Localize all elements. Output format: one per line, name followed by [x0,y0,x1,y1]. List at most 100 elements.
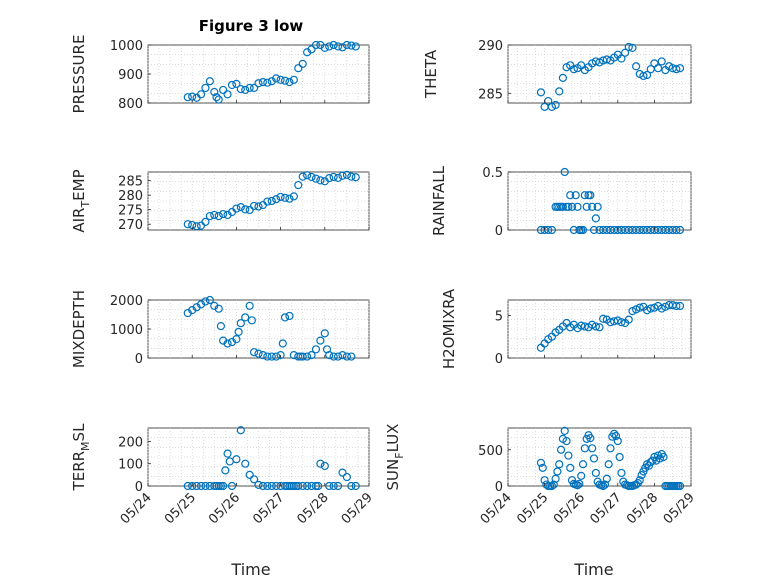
y-tick-label: 275 [118,204,143,219]
data-point [593,202,602,211]
y-axis-label: MIXDEPTH [70,290,88,368]
data-point [241,85,250,95]
data-point [351,481,360,491]
data-point [610,429,619,438]
y-tick-labels: 285 290 [478,39,511,102]
data-point [329,352,338,361]
data-point [672,225,681,235]
y-axis-label: THETA [422,49,440,99]
data-point [675,225,685,235]
data-point [280,76,290,85]
data-point [245,301,254,310]
data-point [338,171,347,180]
data-point [216,481,226,491]
data-point [657,57,666,66]
data-point [272,74,281,83]
data-point [298,59,307,68]
y-tick-label: 200 [118,435,143,450]
data-point [569,65,578,74]
data-point [320,43,329,53]
data-point [555,87,564,96]
data-point [342,352,351,361]
data-point [329,40,338,50]
figure-title: Figure 3 low [199,17,304,35]
data-point [553,467,562,476]
data-markers [183,295,356,361]
data-point [219,209,228,219]
data-point [588,202,597,211]
data-point [536,88,546,97]
data-point [316,336,325,345]
x-tick-label: 05/26 [206,490,243,527]
data-point [285,311,294,321]
data-point [631,62,641,71]
data-markers [183,40,360,104]
data-point [188,481,197,491]
data-point [205,295,214,305]
data-point [329,172,338,182]
data-point [276,351,285,360]
data-point [672,301,681,311]
data-point [205,211,214,221]
subplot-pressure: Figure 3 low 800 900 1000 PRESSURE [70,17,370,113]
y-axis-label: AIRTEMP [70,169,92,232]
data-point [591,322,600,331]
data-point [201,481,210,491]
data-point [267,352,276,361]
data-point [577,471,586,480]
y-axis-label-rest: LUX [384,424,402,453]
data-point [549,480,558,489]
grid [147,45,370,103]
x-tick-label: 05/28 [624,490,661,527]
data-point [294,180,303,190]
data-point [646,304,655,313]
data-point [547,481,557,491]
data-point [241,205,250,214]
data-point [347,172,356,181]
y-tick-label: 800 [118,97,143,112]
y-axis-label-subscript: T [79,201,92,209]
y-tick-label: 280 [118,189,143,204]
data-point [214,211,223,221]
x-tick-labels: 05/24 05/25 05/26 05/27 05/28 05/29 [118,490,376,527]
data-point [551,474,560,483]
data-point [254,480,263,489]
data-point [276,192,285,202]
data-point [564,202,573,211]
data-point [639,71,648,81]
y-axis-label-main: SUN [384,459,402,491]
y-tick-labels: 800 900 1000 [110,39,151,112]
data-point [272,481,281,491]
subplot-theta: 285 290 THETA [422,39,692,111]
y-axis-label-subscript: F [393,452,406,458]
data-point [303,171,312,180]
data-point [216,322,226,331]
data-markers [183,426,360,491]
y-tick-label: 0 [495,480,503,495]
data-point [311,40,321,50]
y-tick-label: 500 [478,444,503,459]
y-axis-label: RAINFALL [430,165,448,236]
data-point [591,468,600,478]
data-point [223,90,232,99]
data-point [564,451,573,460]
data-point [578,225,588,235]
data-point [227,481,237,491]
data-point [214,95,223,104]
data-point [551,100,560,110]
y-tick-labels: 0 500 [478,444,511,495]
data-point [263,481,272,491]
data-point [573,202,582,211]
data-point [624,42,633,52]
x-tick-label: 05/27 [588,490,625,527]
data-point [591,214,600,223]
data-point [586,434,595,443]
data-point [333,352,343,361]
data-point [245,83,254,93]
data-point [272,195,281,204]
data-point [642,70,652,80]
data-point [675,301,685,311]
x-tick-label: 05/25 [514,490,551,527]
data-point [675,481,685,491]
